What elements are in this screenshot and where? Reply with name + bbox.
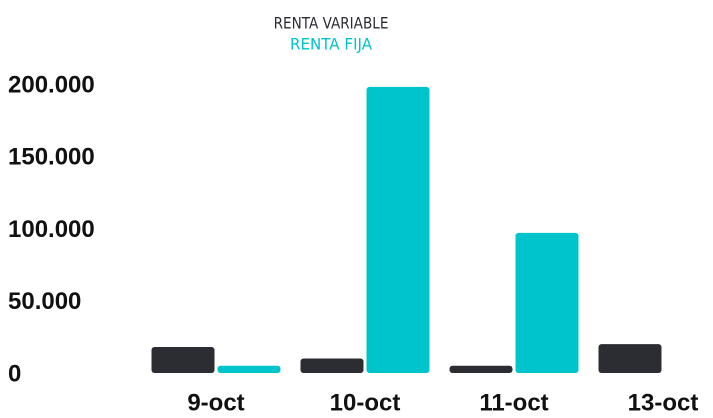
bar (449, 365, 513, 373)
bar (598, 344, 662, 373)
y-tick-label: 0 (8, 360, 21, 387)
x-tick-label: 10-oct (330, 389, 401, 416)
bar (366, 86, 430, 373)
bar (300, 358, 364, 373)
bar (151, 346, 215, 373)
y-tick-label: 100.000 (8, 216, 95, 243)
x-tick-label: 13-oct (628, 389, 699, 416)
x-tick-label: 11-oct (479, 389, 548, 416)
legend-entry: RENTA FIJA (290, 35, 372, 54)
bar (515, 232, 579, 373)
y-tick-label: 50.000 (8, 288, 81, 315)
x-tick-label: 9-oct (187, 389, 244, 416)
bar (217, 365, 281, 373)
y-tick-label: 150.000 (8, 144, 95, 171)
legend-entry: RENTA VARIABLE (274, 14, 389, 33)
y-tick-label: 200.000 (8, 71, 95, 98)
